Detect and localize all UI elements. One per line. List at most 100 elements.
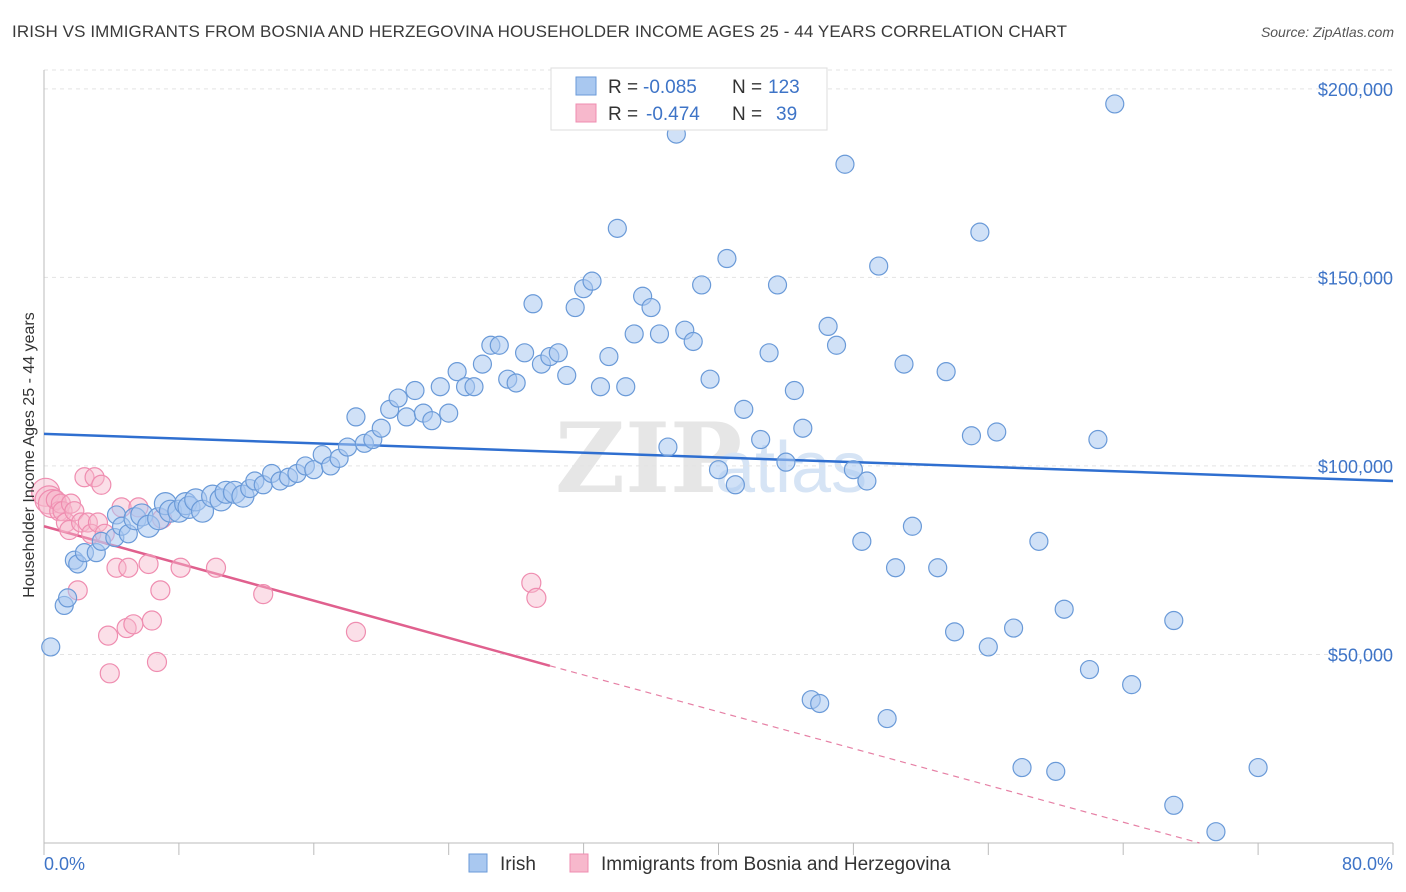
legend-irish-r-value: -0.085 bbox=[643, 77, 697, 98]
irish-point bbox=[692, 275, 712, 295]
bosnia-point bbox=[345, 621, 367, 642]
irish-point bbox=[810, 693, 830, 714]
irish-point bbox=[826, 335, 847, 355]
irish-point bbox=[41, 637, 61, 657]
watermark: ZIP atlas bbox=[555, 402, 867, 515]
bosnia-point bbox=[84, 467, 105, 488]
irish-point bbox=[658, 437, 678, 457]
irish-point bbox=[649, 324, 670, 344]
bosnia-point bbox=[74, 467, 95, 488]
irish-point bbox=[346, 407, 366, 427]
legend-bottom-irish-label: Irish bbox=[500, 854, 536, 875]
irish-point bbox=[1164, 610, 1184, 631]
irish-point bbox=[902, 516, 923, 536]
irish-point bbox=[1054, 599, 1074, 619]
irish-point bbox=[970, 222, 990, 242]
legend-bottom-bosnia-label: Immigrants from Bosnia and Herzegovina bbox=[601, 854, 951, 875]
irish-point bbox=[944, 622, 965, 642]
bosnia-point bbox=[116, 617, 137, 639]
bosnia-point bbox=[118, 557, 139, 578]
irish-point bbox=[514, 343, 535, 363]
legend-box bbox=[550, 67, 828, 131]
irish-point bbox=[987, 422, 1007, 442]
bosnia-point bbox=[123, 614, 144, 635]
irish-point bbox=[1248, 757, 1268, 778]
bosnia-point bbox=[526, 587, 547, 609]
irish-point bbox=[1046, 761, 1066, 781]
irish-point bbox=[700, 369, 720, 389]
bosnia-point bbox=[52, 501, 73, 522]
irish-point bbox=[371, 418, 391, 438]
axes bbox=[43, 70, 1394, 855]
bosnia-point bbox=[70, 512, 92, 533]
irish-point bbox=[599, 346, 619, 367]
irish-point bbox=[582, 271, 602, 291]
irish-point bbox=[835, 154, 855, 174]
bosnia-point bbox=[146, 651, 168, 673]
irish-point bbox=[818, 316, 838, 337]
legend-irish-n-value: 123 bbox=[768, 77, 800, 98]
irish-point bbox=[565, 297, 585, 318]
source-label: Source: ZipAtlas.com bbox=[1260, 24, 1394, 40]
legend-irish-swatch bbox=[575, 76, 597, 96]
irish-point bbox=[852, 531, 872, 551]
irish-point bbox=[784, 380, 804, 401]
bosnia-point bbox=[141, 610, 163, 631]
legend-bosnia-n-value: 39 bbox=[776, 104, 797, 125]
bosnia-point bbox=[87, 512, 109, 533]
irish-point bbox=[928, 558, 948, 578]
irish-point bbox=[885, 558, 906, 578]
irish-point bbox=[877, 708, 897, 729]
y-tick-label: $50,000 bbox=[1328, 645, 1393, 665]
bosnia-point bbox=[138, 553, 159, 575]
legend-bosnia-r-value: -0.474 bbox=[646, 104, 700, 125]
irish-point bbox=[422, 411, 442, 431]
irish-point bbox=[843, 460, 864, 480]
irish-point bbox=[1088, 429, 1108, 450]
irish-point bbox=[759, 343, 779, 363]
bosnia-trend-extension bbox=[549, 665, 1200, 844]
y-tick-label: $150,000 bbox=[1318, 268, 1393, 288]
irish-point bbox=[405, 380, 425, 401]
irish-point bbox=[936, 362, 956, 382]
irish-point bbox=[337, 437, 358, 457]
bosnia-point bbox=[77, 512, 98, 533]
bosnia-point bbox=[34, 485, 64, 515]
bosnia-point bbox=[99, 663, 120, 684]
irish-point bbox=[548, 343, 568, 363]
irish-point bbox=[708, 460, 729, 480]
irish-point bbox=[961, 426, 982, 446]
irish-point bbox=[590, 377, 611, 397]
irish-point bbox=[472, 354, 493, 374]
irish-point bbox=[1206, 822, 1226, 842]
bosnia-point bbox=[253, 584, 274, 605]
y-tick-label: $200,000 bbox=[1318, 80, 1393, 100]
irish-point bbox=[978, 637, 998, 657]
irish-point bbox=[388, 388, 408, 408]
irish-point bbox=[894, 354, 914, 374]
irish-point bbox=[1105, 94, 1125, 114]
irish-point bbox=[447, 362, 467, 382]
irish-point bbox=[1079, 659, 1100, 680]
bosnia-point bbox=[205, 557, 227, 578]
grid-lines bbox=[44, 69, 1393, 655]
bosnia-point bbox=[150, 580, 171, 601]
watermark-zip: ZIP bbox=[555, 402, 742, 515]
legend-bottom-bosnia-swatch bbox=[569, 853, 589, 873]
irish-point bbox=[751, 429, 771, 450]
irish-point bbox=[1029, 531, 1049, 551]
irish-point bbox=[641, 297, 661, 318]
irish-point bbox=[58, 588, 78, 608]
irish-point bbox=[557, 365, 577, 386]
irish-point bbox=[616, 377, 636, 397]
irish-point bbox=[734, 399, 754, 419]
irish-point bbox=[767, 275, 788, 295]
irish-point bbox=[523, 294, 543, 314]
bosnia-trend-line bbox=[43, 525, 551, 667]
irish-point bbox=[869, 256, 889, 276]
y-tick-label: $100,000 bbox=[1318, 457, 1393, 477]
x-tick-right: 80.0% bbox=[1342, 854, 1393, 874]
irish-point bbox=[776, 452, 796, 472]
page-title: IRISH VS IMMIGRANTS FROM BOSNIA AND HERZ… bbox=[12, 22, 1068, 41]
irish-point bbox=[506, 373, 526, 393]
